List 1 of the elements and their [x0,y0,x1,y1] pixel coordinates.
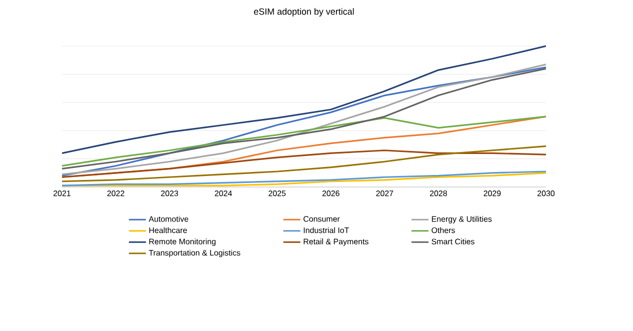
chart-title: eSIM adoption by vertical [254,8,354,16]
